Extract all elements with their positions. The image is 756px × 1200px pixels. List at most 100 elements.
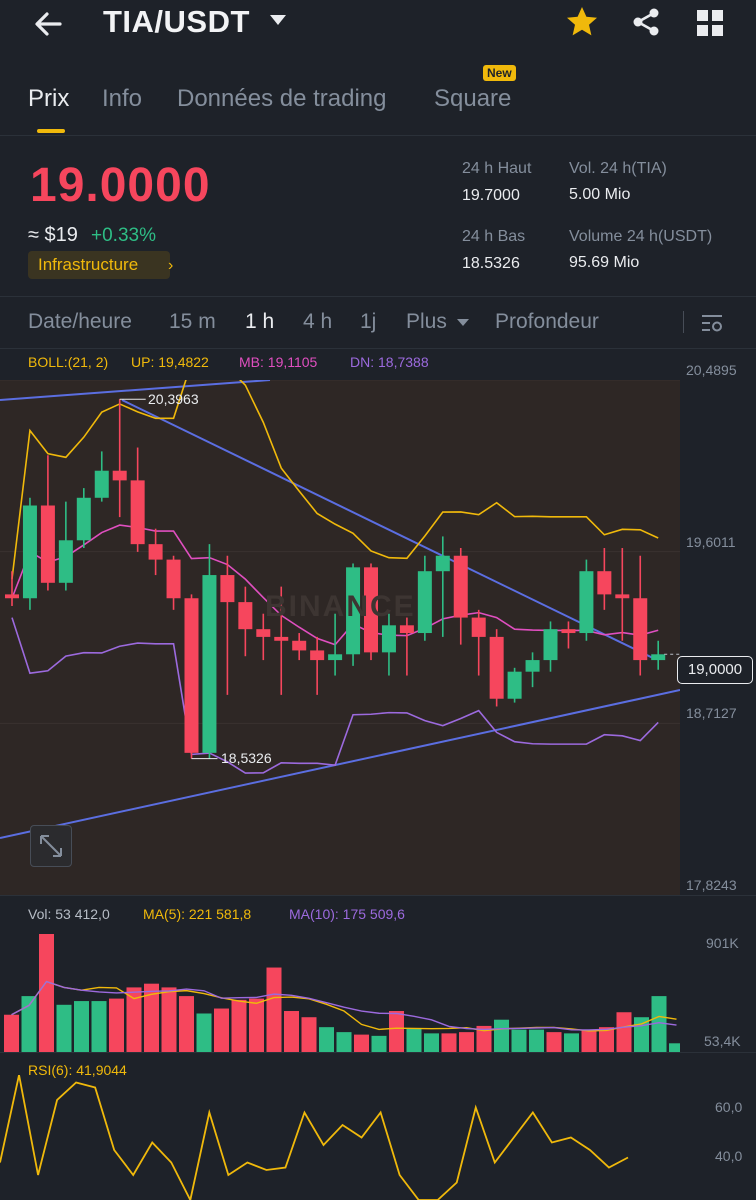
volume-bar xyxy=(284,1011,299,1052)
volume-bar xyxy=(126,987,142,1052)
candle-body xyxy=(310,650,325,661)
low-value: 18.5326 xyxy=(462,255,520,272)
pair-title[interactable]: TIA/USDT xyxy=(103,4,250,39)
vol-base-value: 5.00 Mio xyxy=(569,186,631,203)
candle-body xyxy=(651,654,666,661)
candle-body xyxy=(471,617,486,637)
vol-ma10: MA(10): 175 509,6 xyxy=(289,906,405,922)
volume-chart xyxy=(4,934,680,1052)
candle-body xyxy=(561,629,576,634)
expand-button[interactable] xyxy=(30,825,72,867)
vol-base-label: Vol. 24 h(TIA) xyxy=(569,160,667,177)
trendline-top xyxy=(0,380,271,401)
last-price: 19.0000 xyxy=(30,159,211,212)
low-annotation: 18,5326 xyxy=(221,750,272,766)
tf-4h[interactable]: 4 h xyxy=(303,310,333,333)
candle-body xyxy=(112,470,127,481)
price-axis-label: 20,4895 xyxy=(686,362,737,378)
volume-bar xyxy=(336,1032,352,1052)
volume-bar xyxy=(546,1032,562,1052)
volume-bar xyxy=(56,1004,72,1052)
candle-body xyxy=(489,636,504,699)
usd-price: ≈ $19 xyxy=(28,224,78,246)
candle-body xyxy=(256,629,271,637)
candle-body xyxy=(5,594,19,599)
volume-bar xyxy=(354,1034,369,1052)
share-icon[interactable] xyxy=(630,6,662,38)
tf-separator xyxy=(683,311,684,333)
expand-icon xyxy=(40,835,62,857)
candle-body xyxy=(292,640,307,651)
tab-donnees-de-trading[interactable]: Données de trading xyxy=(177,85,387,112)
candle-body xyxy=(202,575,217,753)
price-axis-label: 18,7127 xyxy=(686,705,737,721)
volume-bar xyxy=(459,1032,474,1052)
candle-body xyxy=(525,660,540,672)
vol-axis-top: 901K xyxy=(706,935,739,951)
candle-body xyxy=(76,497,91,541)
tf-1h[interactable]: 1 h xyxy=(245,310,275,333)
volume-bar xyxy=(249,998,264,1052)
star-icon[interactable] xyxy=(565,5,599,39)
candle-body xyxy=(148,544,163,560)
volume-bar xyxy=(441,1033,457,1052)
tabs-divider xyxy=(0,135,756,136)
category-tag-label: Infrastructure xyxy=(38,255,139,274)
top-bar: TIA/USDT xyxy=(0,0,756,50)
chart-settings-icon[interactable] xyxy=(700,311,724,335)
chart-area[interactable] xyxy=(0,380,680,895)
candle-body xyxy=(184,598,199,753)
arrow-left-icon[interactable] xyxy=(30,6,66,42)
new-badge: New xyxy=(483,65,516,81)
candle-body xyxy=(615,594,630,599)
volume-bar xyxy=(231,999,247,1052)
category-tag[interactable]: Infrastructure xyxy=(28,251,171,279)
candle-body xyxy=(22,505,37,599)
price-change: +0.33% xyxy=(91,225,156,246)
tf-profondeur[interactable]: Profondeur xyxy=(495,310,599,333)
rsi-label: RSI(6): 41,9044 xyxy=(28,1062,127,1078)
candle-body xyxy=(453,555,468,618)
chart-divider xyxy=(0,895,756,896)
candle-body xyxy=(40,505,55,583)
volume-bar xyxy=(371,1035,387,1052)
tab-square[interactable]: Square xyxy=(434,85,512,112)
grid-icon[interactable] xyxy=(695,8,725,38)
high-label: 24 h Haut xyxy=(462,160,532,177)
volume-bar xyxy=(319,1027,334,1052)
pair-dropdown-caret-icon[interactable] xyxy=(270,15,286,25)
candle-body xyxy=(346,567,361,655)
tab-info[interactable]: Info xyxy=(102,85,143,112)
volume-bar xyxy=(599,1027,614,1052)
tf-1j[interactable]: 1j xyxy=(360,310,377,333)
volume-bar xyxy=(564,1033,579,1052)
tf-date-heure[interactable]: Date/heure xyxy=(28,310,132,333)
candle-body xyxy=(364,567,378,653)
volume-bar xyxy=(529,1029,544,1052)
active-tab-indicator xyxy=(37,129,65,133)
volume-divider xyxy=(0,1052,756,1053)
vol-quote-label: Volume 24 h(USDT) xyxy=(569,228,713,245)
volume-bar xyxy=(161,987,177,1052)
vol-axis-bottom: 53,4K xyxy=(704,1033,741,1049)
boll-mb: MB: 19,1105 xyxy=(239,354,318,370)
candlestick-chart xyxy=(0,380,680,839)
price-divider xyxy=(0,296,756,297)
rsi-axis-label: 40,0 xyxy=(715,1148,743,1164)
candle-body xyxy=(58,540,73,583)
tab-prix[interactable]: Prix xyxy=(28,85,70,112)
candle-body xyxy=(507,671,522,699)
candle-body xyxy=(220,575,235,603)
tf-15m[interactable]: 15 m xyxy=(169,310,216,333)
watermark: BINANCE xyxy=(265,590,416,623)
candle-body xyxy=(579,571,594,634)
candle-body xyxy=(94,470,109,498)
volume-bar xyxy=(4,1014,19,1052)
candle-body xyxy=(328,654,343,661)
vol-ma5: MA(5): 221 581,8 xyxy=(143,906,252,922)
tf-divider xyxy=(0,348,756,349)
volume-bar xyxy=(476,1025,492,1052)
tf-plus[interactable]: Plus xyxy=(406,310,447,333)
boll-label: BOLL:(21, 2) xyxy=(28,354,109,370)
candle-body xyxy=(166,559,181,599)
